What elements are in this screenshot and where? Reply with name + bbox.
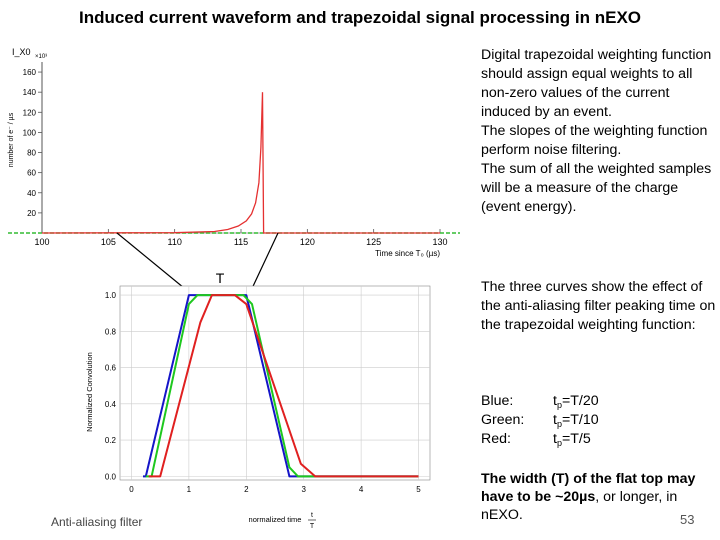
chart2-y-tick-label: 0.6 (105, 364, 117, 373)
chart1-x-tick-label: 105 (101, 237, 116, 247)
chart2-y-tick-label: 0.0 (105, 472, 117, 481)
legend-value-green: =T/10 (561, 412, 599, 428)
page-number: 53 (680, 512, 695, 527)
induced-current-chart: 20 40 60 80 100 120 140 160 100 105 110 115 120 125 1… (8, 47, 460, 258)
anti-aliasing-label: Anti-aliasing filter (51, 515, 143, 529)
chart2-x-label: normalized time (249, 515, 302, 524)
paragraph-weighting-function: Digital trapezoidal weighting function s… (481, 46, 716, 217)
chart2-x-tick-label: 5 (416, 485, 421, 494)
chart1-y-multiplier: ×10³ (35, 54, 47, 60)
chart1-y-tick-label: 80 (27, 149, 36, 158)
chart2-y-tick-label: 1.0 (105, 291, 117, 300)
legend-label-blue: Blue: (481, 393, 514, 409)
paragraph-flat-top-width: The width (T) of the flat top may have t… (481, 470, 716, 524)
chart1-x-tick-label: 125 (366, 237, 381, 247)
flat-top-normal: , or longer, in nEXO. (481, 489, 678, 523)
chart2-y-tick-label: 0.4 (105, 400, 117, 409)
legend-value-red: =T/5 (561, 431, 591, 447)
chart1-y-tick-label: 160 (23, 68, 37, 77)
chart1-y-label: number of e⁻ / µs (8, 112, 15, 167)
weighting-sentence-2: The slopes of the weighting function per… (481, 123, 708, 158)
chart1-x-tick-label: 110 (167, 237, 181, 247)
chart1-y-tick-label: 20 (27, 209, 36, 218)
chart1-x-tick-label: 130 (432, 237, 447, 247)
chart2-series-green (145, 294, 419, 478)
chart1-x-tick-label: 120 (300, 237, 315, 247)
chart1-y-tick-label: 140 (23, 88, 37, 97)
chart2-y-tick-label: 0.2 (105, 436, 117, 445)
chart2-x-label-frac-den: T (310, 523, 315, 530)
flat-top-bold: The width (T) of the flat top may have t… (481, 471, 696, 505)
legend-label-green: Green: (481, 412, 525, 428)
legend-row-blue: Blue: tp=T/20 (481, 393, 599, 410)
chart2-x-tick-label: 2 (244, 485, 249, 494)
chart1-title: I_X0 (12, 47, 31, 57)
chart1-y-tick-label: 60 (27, 169, 36, 178)
chart2-series-red (148, 294, 419, 478)
chart1-y-tick-label: 40 (27, 189, 36, 198)
chart2-y-label: Normalized Convolution (85, 352, 94, 432)
chart1-y-tick-label: 120 (23, 108, 37, 117)
chart1-x-label: Time since T₀ (µs) (375, 249, 440, 258)
curve-legend: Blue: tp=T/20 Green: tp=T/10 Red: tp=T/5 (481, 392, 599, 449)
chart1-x-tick-label: 100 (34, 237, 49, 247)
chart2-x-tick-label: 1 (187, 485, 192, 494)
chart2-x-tick-label: 4 (359, 485, 364, 494)
paragraph-three-curves: The three curves show the effect of the … (481, 279, 716, 333)
slide-title: Induced current waveform and trapezoidal… (78, 8, 642, 27)
bracket-lines: T (116, 232, 279, 298)
legend-row-green: Green: tp=T/10 (481, 412, 599, 429)
weighting-sentence-1: Digital trapezoidal weighting function s… (481, 47, 712, 120)
chart2-y-tick-label: 0.8 (105, 327, 117, 336)
chart1-x-tick-label: 115 (234, 237, 248, 247)
trapezoid-chart: 0.0 0.2 0.4 0.6 0.8 1.0 0 1 2 3 4 5 Normalized Con… (85, 285, 431, 530)
chart1-y-tick-label: 100 (23, 128, 37, 137)
legend-value-blue: =T/20 (561, 393, 599, 409)
weighting-sentence-3: The sum of all the weighted samples will… (481, 161, 712, 215)
chart2-x-tick-label: 3 (301, 485, 306, 494)
legend-label-red: Red: (481, 431, 511, 447)
chart1-series-induced-current (41, 92, 440, 234)
legend-row-red: Red: tp=T/5 (481, 431, 591, 448)
t-width-label: T (216, 270, 225, 286)
chart2-x-label-frac-num: t (311, 512, 313, 519)
chart2-x-tick-label: 0 (129, 485, 134, 494)
